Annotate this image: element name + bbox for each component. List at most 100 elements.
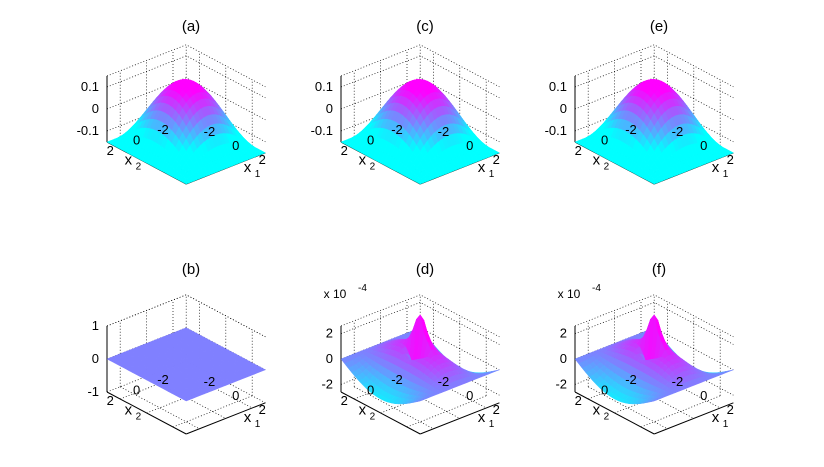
surface-patch — [416, 178, 425, 185]
surface-patch — [416, 399, 424, 403]
x1-axis-line — [106, 391, 187, 435]
panel-title: (c) — [416, 18, 434, 35]
x1-axis-label: x — [244, 159, 252, 176]
x1-tick-label: 2 — [727, 402, 734, 417]
x2-axis-label: x — [125, 401, 133, 418]
x2-tick-label: -2 — [391, 122, 403, 137]
x2-axis-subscript: 2 — [136, 161, 142, 172]
panel-title: (b) — [182, 261, 200, 278]
z-tick-label: 0 — [326, 351, 333, 366]
x2-axis-label: x — [125, 151, 133, 168]
x2-tick-label: 2 — [341, 393, 348, 408]
x2-axis-line — [420, 402, 500, 435]
x1-axis-label: x — [712, 159, 720, 176]
z-tick-label: 0 — [92, 351, 99, 366]
z-tick-label: 0.1 — [315, 79, 333, 94]
x1-tick-label: 0 — [700, 138, 707, 153]
z-tick-label: 0 — [92, 101, 99, 116]
x2-tick-label: -2 — [391, 372, 403, 387]
z-tick-label: 1 — [92, 318, 99, 333]
surface — [340, 314, 500, 405]
x2-tick-label: 0 — [367, 382, 374, 397]
panel-title: (e) — [650, 18, 668, 35]
x1-tick-label: 0 — [466, 388, 473, 403]
x1-axis-line — [574, 391, 655, 435]
x1-tick-label: 2 — [493, 402, 500, 417]
x2-tick-label: 0 — [601, 382, 608, 397]
x2-tick-label: -2 — [625, 372, 637, 387]
x1-axis-line — [340, 391, 421, 435]
x2-axis-subscript: 2 — [604, 411, 610, 422]
x2-tick-label: 2 — [575, 143, 582, 158]
surface — [106, 79, 267, 185]
x1-tick-label: 2 — [259, 152, 266, 167]
x2-axis-subscript: 2 — [136, 411, 142, 422]
x1-tick-label: -2 — [204, 124, 216, 139]
x2-axis-subscript: 2 — [604, 161, 610, 172]
z-tick-label: -0.1 — [77, 123, 99, 138]
z-tick-label: -1 — [87, 384, 99, 399]
z-exponent-power: -4 — [358, 283, 367, 294]
surface-patch — [181, 397, 191, 402]
x1-axis-label: x — [712, 409, 720, 426]
x1-tick-label: -2 — [438, 124, 450, 139]
x1-axis-label: x — [478, 159, 486, 176]
z-tick-label: 0.1 — [549, 79, 567, 94]
surface-patch — [650, 399, 658, 403]
panel-title: (f) — [652, 261, 666, 278]
x2-tick-label: -2 — [625, 122, 637, 137]
x1-axis-subscript: 1 — [489, 169, 495, 180]
z-exponent: x 10 — [324, 287, 347, 301]
x1-tick-label: -2 — [672, 374, 684, 389]
surface — [574, 79, 735, 185]
x2-axis-subscript: 2 — [370, 161, 376, 172]
x2-tick-label: 2 — [107, 143, 114, 158]
x1-tick-label: 0 — [466, 138, 473, 153]
x2-axis-line — [186, 402, 266, 435]
panel-title: (a) — [182, 18, 200, 35]
x2-tick-label: 2 — [341, 143, 348, 158]
z-tick-label: 0.1 — [81, 79, 99, 94]
x1-tick-label: 2 — [727, 152, 734, 167]
x1-tick-label: -2 — [438, 374, 450, 389]
x1-axis-subscript: 1 — [489, 419, 495, 430]
x2-axis-label: x — [593, 151, 601, 168]
z-tick-label: 0 — [326, 101, 333, 116]
x2-tick-label: 0 — [133, 382, 140, 397]
surface-patch — [182, 178, 191, 185]
x2-tick-label: 2 — [575, 393, 582, 408]
x1-tick-label: 0 — [232, 138, 239, 153]
x2-tick-label: 0 — [367, 132, 374, 147]
surface — [106, 327, 267, 402]
x2-axis-subscript: 2 — [370, 411, 376, 422]
x1-tick-label: 0 — [700, 388, 707, 403]
x1-axis-label: x — [244, 409, 252, 426]
x1-axis-label: x — [478, 409, 486, 426]
x2-axis-line — [654, 402, 734, 435]
x1-axis-subscript: 1 — [255, 419, 261, 430]
z-tick-label: -0.1 — [311, 123, 333, 138]
z-tick-label: 0 — [560, 101, 567, 116]
x1-axis-subscript: 1 — [723, 169, 729, 180]
x2-tick-label: -2 — [157, 122, 169, 137]
panel-title: (d) — [416, 261, 434, 278]
x1-tick-label: 2 — [259, 402, 266, 417]
z-tick-label: -0.1 — [545, 123, 567, 138]
x2-tick-label: 0 — [601, 132, 608, 147]
z-tick-label: 2 — [560, 326, 567, 341]
x1-tick-label: 0 — [232, 388, 239, 403]
surface — [574, 314, 734, 405]
z-tick-label: 2 — [326, 326, 333, 341]
surface-patch — [650, 178, 659, 185]
x1-tick-label: 2 — [493, 152, 500, 167]
z-tick-label: -2 — [321, 376, 333, 391]
z-tick-label: -2 — [555, 376, 567, 391]
x2-tick-label: -2 — [157, 372, 169, 387]
x1-axis-subscript: 1 — [255, 169, 261, 180]
